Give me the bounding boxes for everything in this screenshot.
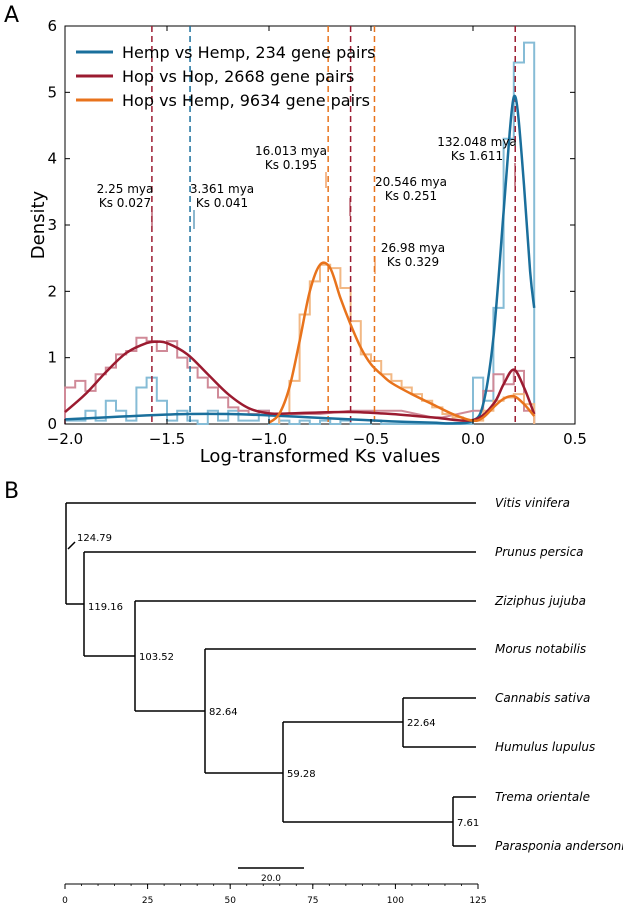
species-cannabis: Cannabis sativa (495, 691, 590, 705)
y-tick-label: 6 (47, 17, 57, 35)
species-humulus: Humulus lupulus (495, 740, 595, 754)
annotation-2-ks: Ks 0.041 (196, 196, 248, 210)
species-trema: Trema orientale (495, 790, 590, 804)
y-tick-label: 5 (47, 83, 57, 101)
annotation-4-ks: Ks 0.251 (385, 189, 437, 203)
time-axis-tick-label: 50 (224, 896, 236, 906)
y-tick-label: 1 (47, 349, 57, 367)
species-vitis: Vitis vinifera (495, 496, 570, 510)
x-tick-label: 0.5 (563, 430, 587, 448)
panel-b-label: B (4, 479, 19, 504)
x-tick-label: −0.5 (353, 430, 389, 448)
annotation-1-ks: Ks 0.027 (99, 196, 151, 210)
annotation-4-age: 20.546 mya (375, 175, 447, 189)
species-ziziphus: Ziziphus jujuba (494, 594, 586, 608)
density-curve-2 (268, 261, 536, 424)
species-prunus: Prunus persica (495, 545, 584, 559)
time-axis-tick-label: 100 (387, 896, 404, 906)
x-tick-label: −2.0 (47, 430, 83, 448)
x-axis-ticks: −2.0 −1.5 −1.0 −0.5 0.0 0.5 (47, 26, 587, 448)
annotation-2-age: 3.361 mya (190, 182, 254, 196)
annotation-group: 2.25 mya Ks 0.027 3.361 mya Ks 0.041 16.… (97, 135, 517, 274)
node-age-103: 103.52 (139, 652, 174, 663)
annotation-1-age: 2.25 mya (97, 182, 154, 196)
density-curve-1 (64, 340, 536, 422)
node-age-7: 7.61 (457, 818, 479, 829)
annotation-3-ks: Ks 0.195 (265, 158, 317, 172)
y-tick-label: 2 (47, 282, 57, 300)
legend-label-hop: Hop vs Hop, 2668 gene pairs (122, 67, 354, 86)
node-pointer-124 (67, 541, 76, 550)
time-axis-tick-label: 25 (142, 896, 153, 906)
density-chart: −2.0 −1.5 −1.0 −0.5 0.0 0.5 0 1 2 3 4 5 6 Log-trans… (28, 17, 587, 467)
tree-labels: Vitis vinifera Prunus persica Ziziphus j… (77, 496, 623, 884)
time-axis-ticks (64, 884, 479, 889)
legend-label-hemp: Hemp vs Hemp, 234 gene pairs (122, 43, 375, 62)
species-morus: Morus notabilis (495, 642, 586, 656)
density-curves-layer (64, 94, 536, 425)
y-tick-label: 4 (47, 150, 57, 168)
y-tick-label: 3 (47, 216, 57, 234)
annotation-5-age: 26.98 mya (381, 241, 445, 255)
x-tick-label: −1.0 (251, 430, 287, 448)
species-parasponia: Parasponia andersonii (495, 839, 623, 853)
y-tick-label: 0 (47, 415, 57, 433)
node-age-124: 124.79 (77, 533, 112, 544)
annotation-3-age: 16.013 mya (255, 144, 327, 158)
phylogenetic-tree (64, 502, 479, 889)
annotation-6-ks: Ks 1.611 (451, 149, 503, 163)
y-axis-ticks: 0 1 2 3 4 5 6 (47, 17, 575, 433)
y-axis-title: Density (28, 190, 49, 259)
legend: Hemp vs Hemp, 234 gene pairs Hop vs Hop,… (76, 43, 375, 110)
time-axis-tick-label: 75 (307, 896, 318, 906)
node-age-59: 59.28 (287, 769, 316, 780)
density-curve-0 (64, 94, 536, 425)
x-axis-title: Log-transformed Ks values (200, 446, 441, 467)
annotation-5-ks: Ks 0.329 (387, 255, 439, 269)
scale-bar-label: 20.0 (261, 874, 281, 884)
node-age-119: 119.16 (88, 602, 123, 613)
time-axis-tick-label: 125 (469, 896, 486, 906)
x-tick-label: 0.0 (461, 430, 485, 448)
panel-a-label: A (4, 3, 19, 28)
node-age-82: 82.64 (209, 707, 238, 718)
annotation-6-age: 132.048 mya (437, 135, 517, 149)
legend-label-hop-hemp: Hop vs Hemp, 9634 gene pairs (122, 91, 370, 110)
node-age-22: 22.64 (407, 718, 436, 729)
x-tick-label: −1.5 (149, 430, 185, 448)
time-axis-tick-label: 0 (62, 896, 68, 906)
